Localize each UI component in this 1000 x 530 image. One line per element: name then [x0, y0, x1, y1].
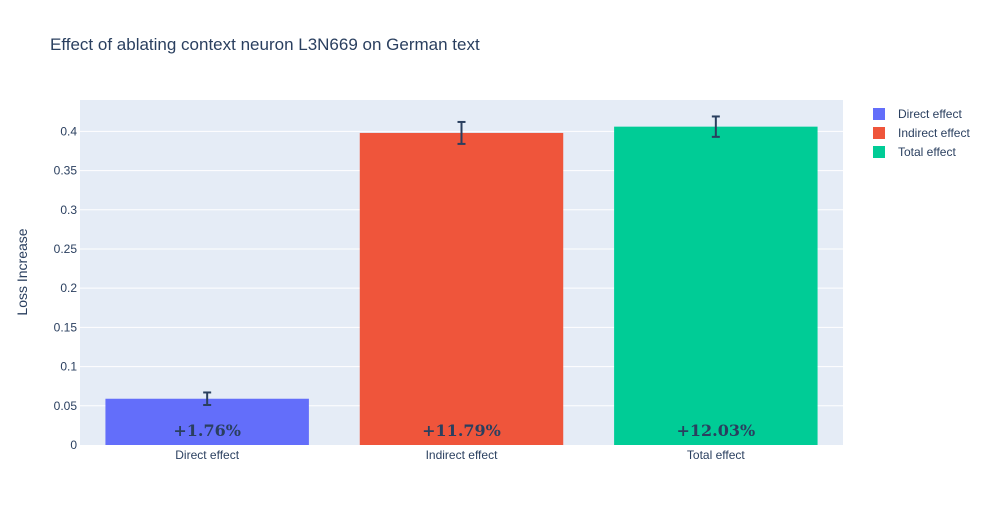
- bar: [359, 132, 564, 445]
- y-tick-label: 0: [70, 438, 77, 452]
- error-bars: [203, 115, 720, 407]
- legend-swatch: [873, 127, 885, 139]
- y-axis-ticks: 0 0.05 0.1 0.15 0.2 0.25 0.3 0.35 0.4: [54, 124, 78, 452]
- y-tick-label: 0.15: [54, 320, 78, 334]
- bars: [105, 126, 818, 445]
- bar: [105, 398, 309, 445]
- legend-swatch: [873, 108, 885, 120]
- y-tick-label: 0.3: [60, 203, 77, 217]
- x-axis-ticks: Direct effect Indirect effect Total effect: [175, 448, 745, 462]
- chart-title: Effect of ablating context neuron L3N669…: [50, 35, 480, 54]
- bar-value-labels: +1.76% +11.79% +12.03%: [173, 421, 755, 440]
- legend-swatch: [873, 146, 885, 158]
- legend-label: Direct effect: [898, 107, 962, 121]
- y-tick-label: 0.25: [54, 242, 78, 256]
- bar-value-label: +1.76%: [173, 421, 241, 440]
- y-tick-label: 0.2: [60, 281, 77, 295]
- bar-value-label: +11.79%: [422, 421, 501, 440]
- x-tick-label: Direct effect: [175, 448, 239, 462]
- legend-label: Indirect effect: [898, 126, 970, 140]
- legend: Direct effect Indirect effect Total effect: [873, 107, 970, 159]
- y-tick-label: 0.35: [54, 164, 78, 178]
- y-axis-title: Loss Increase: [14, 228, 30, 315]
- x-tick-label: Total effect: [687, 448, 745, 462]
- bar-value-label: +12.03%: [676, 421, 755, 440]
- y-tick-label: 0.4: [60, 124, 77, 138]
- bar: [614, 126, 818, 445]
- y-tick-label: 0.1: [60, 360, 77, 374]
- y-tick-label: 0.05: [54, 399, 78, 413]
- legend-label: Total effect: [898, 145, 956, 159]
- x-tick-label: Indirect effect: [426, 448, 498, 462]
